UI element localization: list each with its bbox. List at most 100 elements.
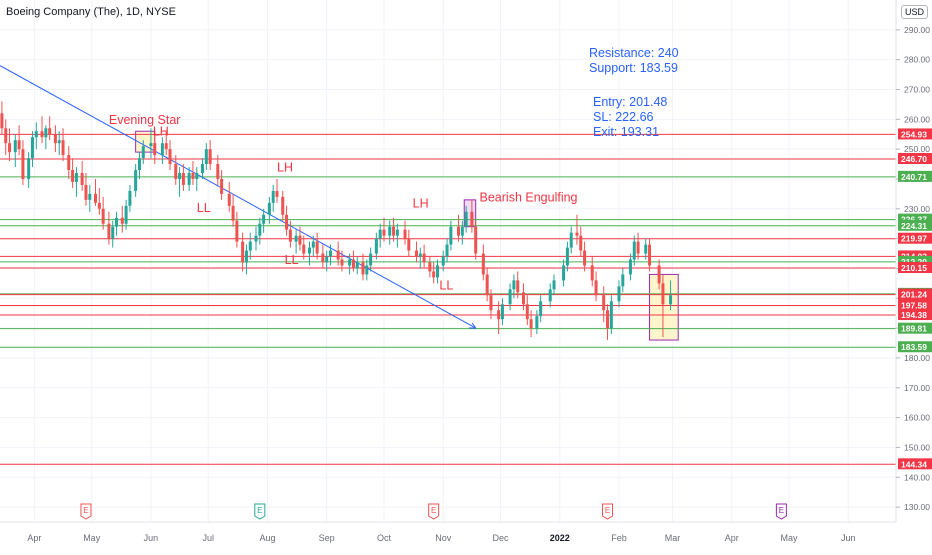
candle: [67, 146, 71, 179]
level-price-label-text: 194.38: [901, 310, 927, 320]
candle: [382, 217, 386, 242]
level-price-label: 194.38: [898, 309, 932, 321]
time-tick-label: 2022: [550, 533, 570, 543]
candle-body: [418, 253, 422, 257]
earnings-marker[interactable]: E: [80, 503, 92, 520]
candle-body: [441, 256, 445, 266]
time-tick-label: May: [83, 533, 101, 543]
earnings-marker[interactable]: E: [602, 503, 614, 520]
level-price-label-text: 210.15: [901, 263, 927, 273]
candle: [636, 232, 640, 260]
candle-body: [602, 295, 606, 311]
candle: [204, 143, 208, 171]
candle-body: [644, 244, 648, 254]
candle: [254, 226, 258, 251]
level-price-label: 219.97: [898, 232, 932, 244]
candles: [0, 101, 673, 341]
candle-body: [88, 193, 92, 200]
candle: [445, 238, 449, 263]
candle: [669, 280, 673, 311]
candle: [124, 199, 128, 230]
candle: [395, 223, 399, 248]
candle: [590, 256, 594, 287]
candle-body: [636, 241, 640, 254]
candle: [120, 205, 124, 233]
candle: [508, 283, 512, 311]
candle: [428, 256, 432, 278]
candle-body: [298, 235, 302, 245]
pattern-annotation: LH: [277, 161, 293, 175]
candle: [481, 244, 485, 281]
candle-body: [21, 149, 25, 179]
candle: [101, 196, 105, 230]
candle-body: [569, 232, 573, 248]
candle: [294, 229, 298, 254]
candle: [48, 116, 52, 141]
candle: [44, 125, 48, 150]
candle: [97, 187, 101, 215]
time-axis-background: [0, 522, 932, 550]
candle: [231, 193, 235, 227]
candle: [235, 211, 239, 248]
candle-body: [632, 241, 636, 260]
candle: [361, 253, 365, 281]
earnings-marker-label: E: [83, 506, 88, 515]
candle: [648, 238, 652, 272]
candle-body: [174, 164, 178, 179]
candle-body: [216, 164, 220, 179]
candle: [632, 235, 636, 266]
price-tick-label: 260.00: [904, 114, 930, 124]
candle-body: [460, 226, 464, 236]
candle-body: [321, 253, 325, 263]
candle-body: [521, 292, 525, 305]
candle-body: [27, 158, 31, 179]
candle-body: [258, 223, 262, 236]
candle-body: [208, 149, 212, 165]
candle: [8, 128, 12, 162]
candle: [569, 226, 573, 254]
candle: [521, 283, 525, 311]
candle-body: [657, 265, 661, 284]
candle: [74, 167, 78, 197]
level-price-label-text: 240.71: [901, 172, 927, 182]
candle-body: [271, 190, 275, 203]
candle-body: [395, 229, 399, 236]
pattern-annotation: LL: [285, 253, 299, 267]
candle: [512, 274, 516, 299]
candle-body: [552, 280, 556, 290]
price-tick-label: 150.00: [904, 442, 930, 452]
earnings-marker[interactable]: E: [428, 503, 440, 520]
candle: [529, 310, 533, 338]
currency-button[interactable]: USD: [901, 5, 929, 19]
candle-body: [609, 301, 613, 329]
candle-body: [583, 250, 587, 266]
price-tick-label: 170.00: [904, 383, 930, 393]
earnings-marker-shape: [254, 503, 266, 520]
earnings-marker-label: E: [431, 506, 436, 515]
pattern-annotation: LH: [413, 196, 429, 210]
trendline: [0, 65, 476, 328]
candle-body: [181, 173, 185, 185]
candle: [374, 232, 378, 260]
earnings-marker[interactable]: E: [775, 503, 787, 520]
candle: [315, 232, 319, 260]
earnings-marker[interactable]: E: [254, 503, 266, 520]
candle-body: [74, 173, 78, 182]
candle-body: [315, 241, 319, 254]
candle-body: [141, 146, 145, 159]
candle-body: [231, 205, 235, 221]
candle: [548, 283, 552, 308]
support-note: Support: 183.59: [589, 61, 678, 75]
price-tick-label: 290.00: [904, 25, 930, 35]
candle: [435, 259, 439, 284]
candle-body: [355, 262, 359, 269]
level-price-label-bg: [898, 219, 932, 231]
time-tick-label: Jun: [841, 533, 856, 543]
level-price-label-bg: [898, 299, 932, 311]
level-price-label-text: 183.59: [901, 342, 927, 352]
candle: [414, 241, 418, 263]
candle: [134, 164, 138, 197]
